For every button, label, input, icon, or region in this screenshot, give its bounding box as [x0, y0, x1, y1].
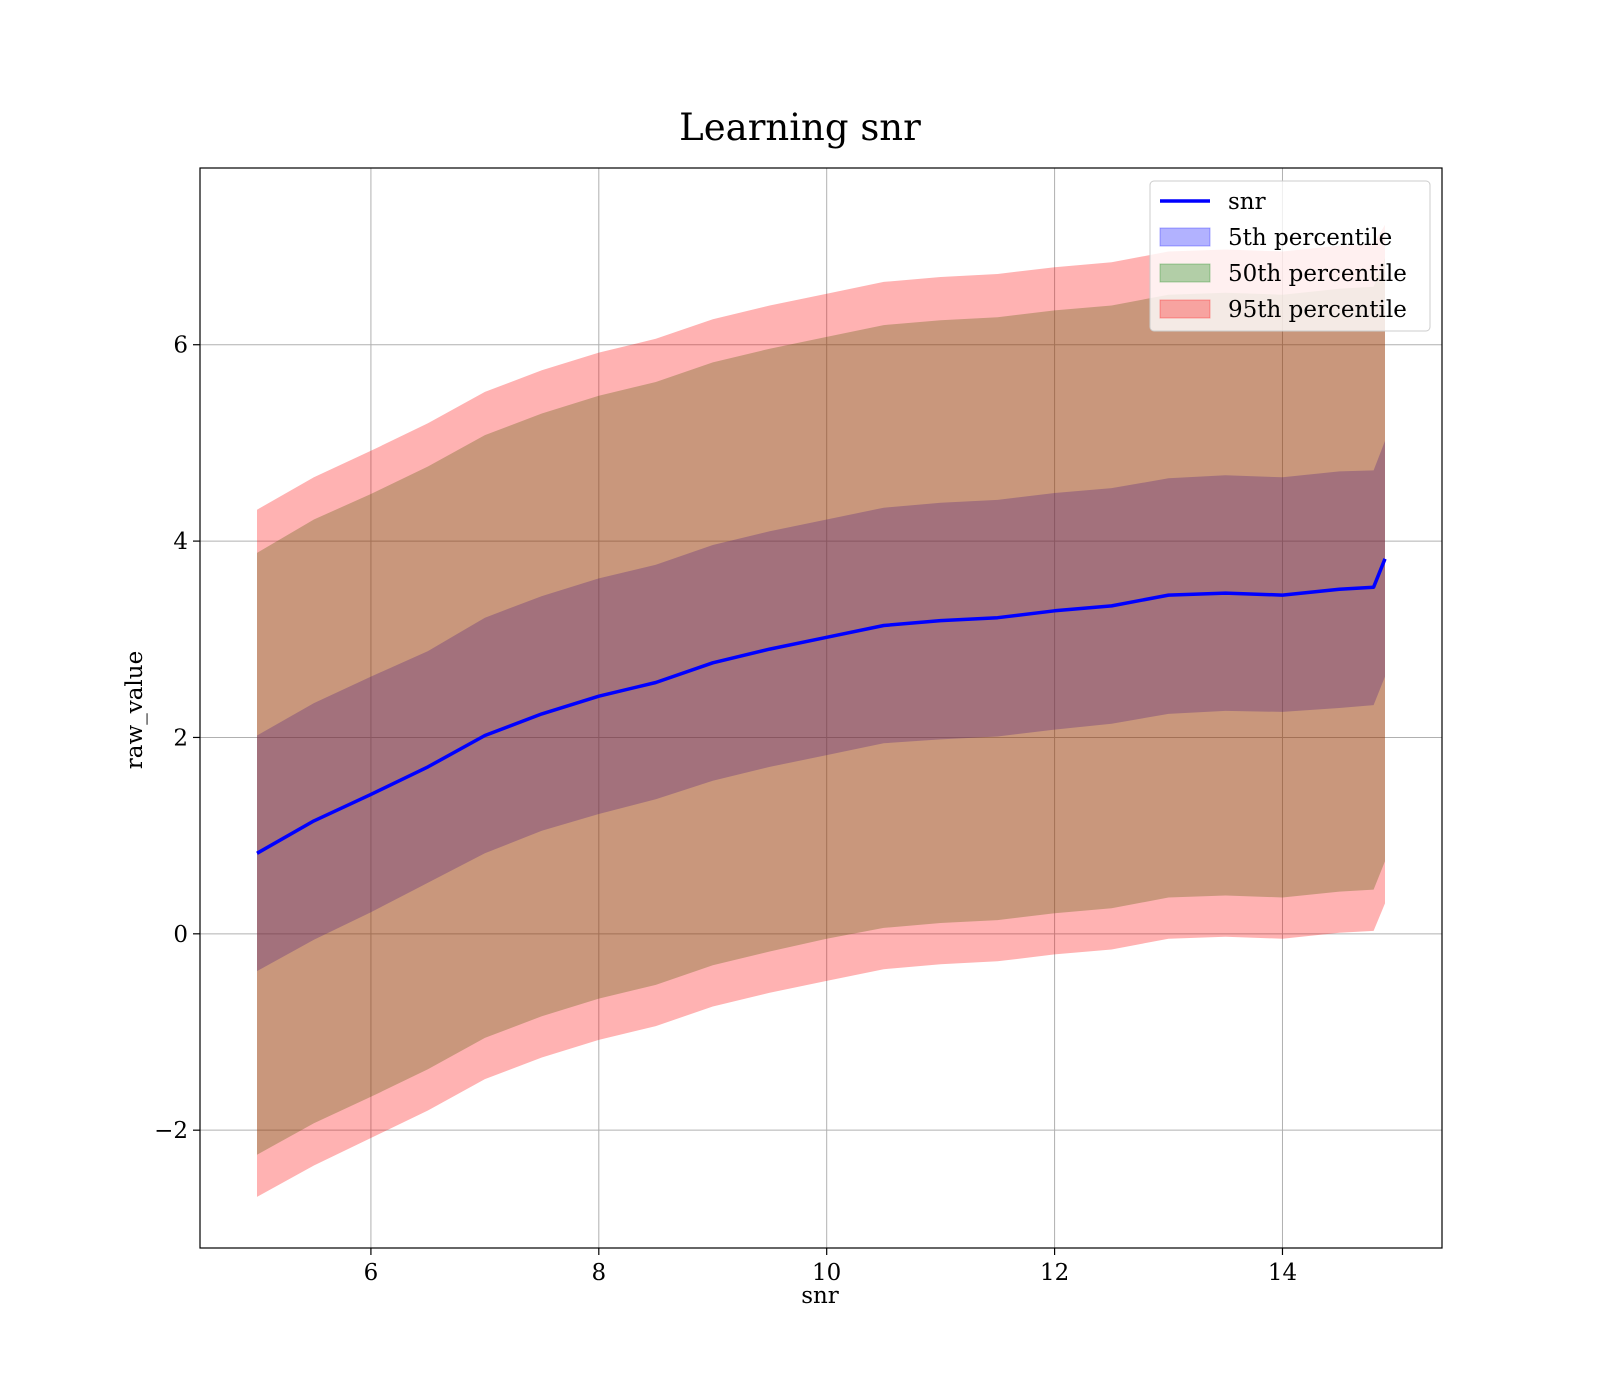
y-tick-label: 2	[173, 725, 188, 751]
y-tick-label: 6	[173, 333, 188, 359]
y-tick-label: −2	[154, 1118, 188, 1144]
legend-swatch	[1159, 263, 1211, 283]
x-axis-label: snr	[801, 1283, 839, 1309]
legend-label: 95th percentile	[1228, 297, 1407, 323]
chart-title: Learning snr	[679, 106, 921, 149]
y-axis-label: raw_value	[122, 651, 148, 769]
grid	[200, 168, 1442, 1248]
legend-box	[1149, 180, 1431, 332]
x-tick-label: 12	[1040, 1260, 1069, 1286]
percentile-bands	[257, 224, 1385, 1197]
band-5th-percentile	[257, 440, 1385, 972]
line-snr	[256, 558, 1387, 855]
series-lines	[256, 558, 1387, 855]
x-tick-label: 8	[591, 1260, 606, 1286]
legend-swatch	[1159, 227, 1211, 247]
plot-area	[199, 167, 1443, 1249]
x-tick-label: 6	[364, 1260, 379, 1286]
y-tick-label: 4	[173, 529, 188, 555]
band-95th-percentile	[257, 224, 1385, 1197]
y-tick-label: 0	[173, 922, 188, 948]
legend-label: snr	[1228, 189, 1266, 215]
legend-label: 50th percentile	[1228, 261, 1407, 287]
x-tick-label: 10	[812, 1260, 841, 1286]
legend: snr 5th percentile 50th percentile 95th per…	[1149, 180, 1431, 332]
legend-swatch	[1159, 299, 1211, 319]
axis-ticks: 6 8 10 12 14 −2 0 2 4 6	[154, 333, 1297, 1286]
x-tick-label: 14	[1268, 1260, 1297, 1286]
band-50th-percentile	[257, 258, 1385, 1155]
legend-label: 5th percentile	[1228, 225, 1392, 251]
